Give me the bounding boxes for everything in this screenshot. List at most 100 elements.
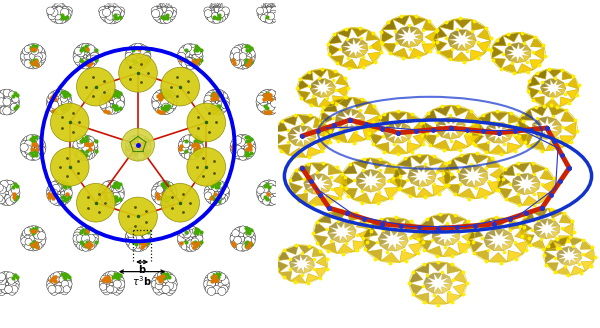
Circle shape: [235, 147, 242, 155]
Polygon shape: [476, 112, 491, 123]
Circle shape: [163, 107, 171, 114]
Polygon shape: [332, 186, 347, 198]
Circle shape: [217, 94, 225, 103]
Polygon shape: [484, 240, 493, 246]
Polygon shape: [491, 112, 508, 121]
Circle shape: [50, 100, 58, 108]
Circle shape: [48, 93, 56, 100]
Circle shape: [103, 14, 110, 22]
Circle shape: [244, 227, 252, 235]
Circle shape: [46, 189, 54, 197]
Circle shape: [191, 60, 200, 68]
Circle shape: [257, 103, 266, 111]
Circle shape: [73, 143, 81, 152]
Circle shape: [74, 56, 80, 63]
Polygon shape: [355, 112, 365, 118]
Circle shape: [64, 10, 72, 18]
Circle shape: [64, 186, 72, 194]
Polygon shape: [370, 158, 388, 169]
Polygon shape: [409, 41, 418, 48]
Polygon shape: [521, 222, 532, 234]
Circle shape: [104, 102, 111, 109]
Circle shape: [108, 189, 116, 197]
Polygon shape: [386, 123, 395, 129]
Circle shape: [116, 95, 124, 103]
Polygon shape: [534, 220, 542, 226]
Circle shape: [103, 191, 110, 199]
Polygon shape: [538, 192, 552, 203]
Circle shape: [104, 276, 112, 283]
Polygon shape: [504, 133, 513, 139]
Circle shape: [76, 145, 85, 153]
Circle shape: [210, 181, 218, 188]
Circle shape: [259, 98, 268, 106]
Circle shape: [137, 230, 145, 238]
Polygon shape: [550, 79, 558, 84]
Circle shape: [87, 235, 95, 243]
Polygon shape: [466, 30, 474, 37]
Circle shape: [7, 186, 16, 194]
Circle shape: [247, 229, 254, 237]
Circle shape: [54, 103, 62, 111]
Circle shape: [125, 144, 133, 151]
Circle shape: [245, 236, 251, 244]
Circle shape: [248, 53, 256, 60]
Circle shape: [63, 286, 70, 293]
Circle shape: [55, 12, 64, 20]
Circle shape: [208, 283, 216, 292]
Circle shape: [24, 235, 31, 242]
Circle shape: [12, 98, 19, 106]
Circle shape: [141, 240, 149, 248]
Circle shape: [244, 136, 252, 144]
Polygon shape: [457, 125, 466, 132]
Circle shape: [169, 10, 176, 17]
Circle shape: [163, 271, 171, 279]
Circle shape: [125, 50, 133, 58]
Circle shape: [38, 52, 46, 60]
Circle shape: [217, 283, 225, 291]
Circle shape: [271, 91, 278, 98]
Circle shape: [112, 277, 120, 285]
Text: $\tau^3$b: $\tau^3$b: [133, 275, 152, 288]
Circle shape: [82, 52, 89, 60]
Circle shape: [158, 103, 166, 111]
Polygon shape: [523, 45, 531, 51]
Circle shape: [215, 12, 222, 20]
Circle shape: [0, 103, 4, 111]
Circle shape: [110, 286, 117, 293]
Polygon shape: [548, 92, 556, 97]
Circle shape: [168, 12, 175, 20]
Circle shape: [178, 52, 185, 60]
Circle shape: [51, 10, 59, 18]
Circle shape: [100, 12, 109, 20]
Circle shape: [83, 138, 91, 146]
Polygon shape: [492, 58, 506, 69]
Circle shape: [244, 151, 252, 159]
Circle shape: [163, 93, 172, 101]
Circle shape: [271, 14, 278, 22]
Circle shape: [210, 15, 218, 23]
Circle shape: [107, 104, 113, 111]
Circle shape: [163, 181, 170, 188]
Circle shape: [79, 139, 86, 147]
Polygon shape: [460, 219, 474, 231]
Circle shape: [258, 92, 266, 101]
Circle shape: [6, 198, 13, 205]
Polygon shape: [316, 256, 327, 267]
Circle shape: [207, 91, 215, 99]
Circle shape: [64, 192, 72, 200]
Polygon shape: [304, 140, 312, 147]
Circle shape: [37, 47, 44, 55]
Circle shape: [139, 49, 146, 57]
Circle shape: [218, 182, 226, 190]
Circle shape: [34, 151, 43, 159]
Circle shape: [74, 47, 82, 55]
Polygon shape: [500, 165, 515, 176]
Circle shape: [205, 92, 214, 101]
Circle shape: [191, 49, 199, 57]
Circle shape: [61, 196, 69, 204]
Circle shape: [137, 44, 145, 52]
Circle shape: [244, 232, 251, 239]
Circle shape: [8, 282, 16, 289]
Circle shape: [8, 98, 16, 106]
